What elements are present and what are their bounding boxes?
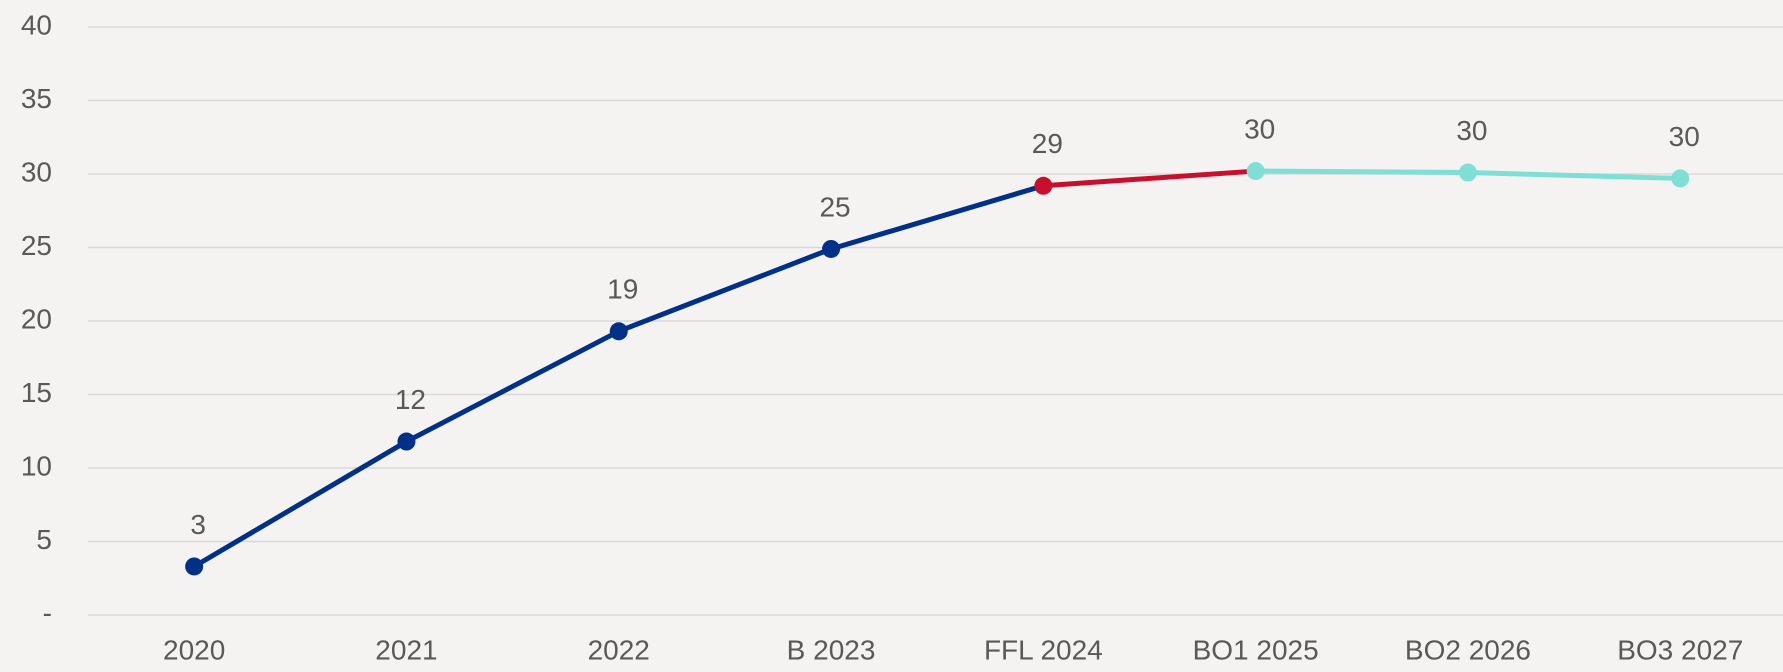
data-label: 30 [1669, 121, 1700, 152]
line-segment [830, 183, 1045, 252]
data-label: 30 [1244, 113, 1275, 144]
y-tick-label: 25 [21, 230, 52, 261]
x-tick-label: 2022 [588, 634, 650, 665]
x-tick-label: 2020 [163, 634, 225, 665]
y-tick-label: - [43, 597, 52, 628]
line-segment [1043, 168, 1256, 189]
point [609, 322, 628, 341]
line-segment [617, 246, 832, 334]
y-tick-label: 35 [21, 83, 52, 114]
x-tick-label: BO2 2026 [1405, 634, 1531, 665]
point [397, 432, 416, 451]
x-tick-label: BO3 2027 [1617, 634, 1743, 665]
line-segment [405, 329, 620, 444]
point [1458, 163, 1477, 182]
data-label: 3 [190, 509, 206, 540]
y-tick-label: 40 [21, 9, 52, 40]
data-label: 12 [395, 384, 426, 415]
data-label: 30 [1456, 115, 1487, 146]
point [1034, 176, 1053, 195]
point [185, 557, 204, 576]
x-tick-label: 2021 [375, 634, 437, 665]
data-label: 25 [819, 191, 850, 222]
y-tick-label: 30 [21, 156, 52, 187]
point [1671, 169, 1690, 188]
line-segment [1467, 170, 1681, 181]
x-tick-label: B 2023 [787, 634, 876, 665]
point [822, 239, 841, 258]
x-tick-label: FFL 2024 [984, 634, 1103, 665]
y-tick-label: 10 [21, 450, 52, 481]
line-segment [1255, 168, 1468, 176]
y-tick-label: 15 [21, 377, 52, 408]
data-label: 29 [1032, 128, 1063, 159]
x-tick-label: BO1 2025 [1193, 634, 1319, 665]
line-segment [192, 439, 408, 569]
data-label: 19 [607, 274, 638, 305]
point [1246, 162, 1265, 181]
y-tick-label: 20 [21, 303, 52, 334]
y-tick-label: 5 [36, 524, 52, 555]
